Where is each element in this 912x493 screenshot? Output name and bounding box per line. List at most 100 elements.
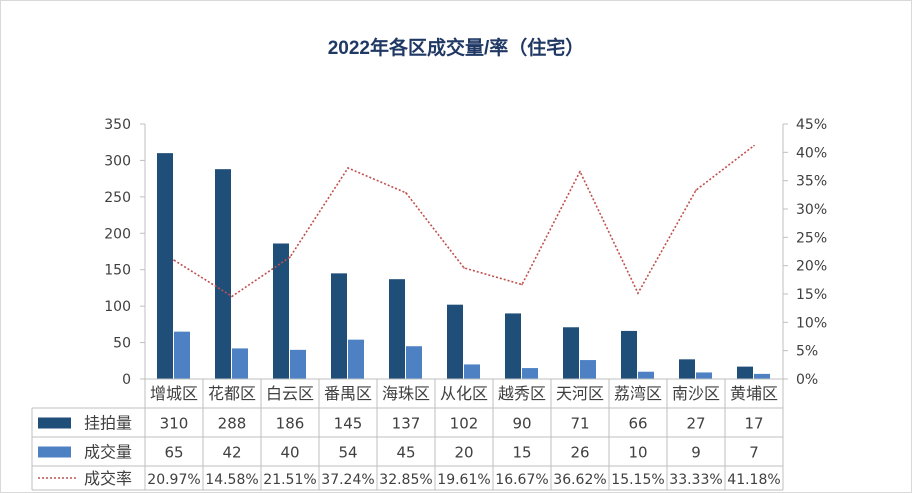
bar-deals — [522, 368, 538, 379]
bar-listings — [331, 273, 347, 379]
table-cell-value: 17 — [744, 415, 763, 433]
table-cell-value: 42 — [222, 444, 241, 462]
deal-rate-point — [173, 259, 175, 261]
deal-rate-point — [521, 283, 523, 286]
bar-listings — [447, 304, 463, 379]
table-cell-value: 90 — [512, 415, 531, 433]
bar-deals — [290, 349, 306, 379]
table-cell-value: 288 — [218, 415, 247, 433]
table-cell-value: 310 — [160, 415, 189, 433]
left-axis-tick-label: 150 — [104, 263, 131, 279]
category-label: 黄埔区 — [730, 384, 778, 403]
legend-key-0 — [38, 417, 71, 429]
bar-deals — [754, 373, 770, 379]
legend-key-1 — [38, 446, 71, 458]
bar-deals — [406, 346, 422, 379]
right-axis-tick-label: 25% — [796, 230, 827, 246]
left-axis-tick-label: 0 — [122, 372, 131, 388]
table-cell-value: 65 — [164, 444, 183, 462]
series-name: 成交率 — [84, 469, 132, 488]
bar-deals — [232, 348, 248, 379]
category-label: 海珠区 — [382, 384, 430, 403]
series-name: 挂拍量 — [84, 414, 132, 433]
table-cell-value: 15 — [512, 444, 531, 462]
right-axis-tick-label: 35% — [796, 174, 827, 190]
table-cell-value: 21.51% — [263, 472, 316, 488]
table-cell-value: 66 — [628, 415, 647, 433]
table-cell-value: 54 — [338, 444, 357, 462]
right-axis-tick-label: 0% — [796, 372, 818, 388]
category-label: 天河区 — [556, 384, 604, 403]
table-cell-value: 16.67% — [495, 472, 548, 488]
left-axis-tick-label: 300 — [104, 153, 131, 169]
table-cell-value: 32.85% — [379, 472, 432, 488]
table-cell-value: 137 — [392, 415, 421, 433]
table-cell-value: 102 — [450, 415, 479, 433]
bar-listings — [505, 313, 521, 379]
table-cell-value: 14.58% — [205, 472, 258, 488]
table-cell-value: 7 — [749, 444, 759, 462]
bar-listings — [563, 327, 579, 379]
table-cell-value: 186 — [276, 415, 305, 433]
deal-rate-point — [231, 295, 233, 298]
left-axis-tick-label: 100 — [104, 299, 131, 315]
series-name: 成交量 — [84, 443, 132, 462]
table-cell-value: 20 — [454, 444, 473, 462]
table-cell-value: 36.62% — [553, 472, 606, 488]
deal-rate-point — [637, 292, 639, 294]
deal-rate-point — [289, 256, 291, 258]
category-label: 越秀区 — [498, 384, 546, 403]
deal-rate-point — [695, 189, 697, 191]
bar-listings — [679, 359, 695, 379]
left-axis-tick-label: 200 — [104, 226, 131, 242]
table-cell-value: 19.61% — [437, 472, 490, 488]
category-label: 花都区 — [208, 384, 256, 403]
bar-listings — [157, 153, 173, 379]
left-axis-tick-label: 350 — [104, 117, 131, 133]
table-cell-value: 40 — [280, 444, 299, 462]
category-label: 白云区 — [266, 384, 314, 403]
deal-rate-point — [753, 144, 755, 147]
right-axis-tick-label: 5% — [796, 344, 818, 360]
bar-listings — [389, 279, 405, 379]
left-axis-tick-label: 250 — [104, 190, 131, 206]
bar-deals — [348, 339, 364, 379]
table-cell-value: 41.18% — [727, 472, 780, 488]
table-cell-value: 9 — [691, 444, 701, 462]
table-cell-value: 145 — [334, 415, 363, 433]
bar-deals — [696, 372, 712, 379]
right-axis-tick-label: 15% — [796, 287, 827, 303]
deal-rate-line — [173, 145, 755, 298]
category-label: 增城区 — [150, 384, 198, 403]
bar-listings — [621, 330, 637, 379]
table-cell-value: 27 — [686, 415, 705, 433]
category-label: 番禺区 — [324, 384, 372, 403]
left-axis-tick-label: 50 — [113, 336, 131, 352]
right-axis-tick-label: 30% — [796, 202, 827, 218]
table-cell-value: 15.15% — [611, 472, 664, 488]
right-axis-tick-label: 10% — [796, 315, 827, 331]
bar-deals — [464, 364, 480, 379]
bar-listings — [215, 169, 231, 379]
deal-rate-point — [463, 267, 465, 269]
chart-title: 2022年各区成交量/率（住宅） — [327, 38, 585, 59]
category-label: 荔湾区 — [614, 384, 662, 403]
table-cell-value: 20.97% — [147, 472, 200, 488]
bar-deals — [638, 371, 654, 379]
right-axis-tick-label: 45% — [796, 117, 827, 133]
deal-rate-point — [579, 170, 581, 173]
deal-rate-point — [347, 167, 349, 169]
category-label: 从化区 — [440, 384, 488, 403]
table-cell-value: 37.24% — [321, 472, 374, 488]
category-label: 南沙区 — [672, 384, 720, 403]
table-cell-value: 71 — [570, 415, 589, 433]
bar-listings — [273, 243, 289, 379]
bar-deals — [174, 331, 190, 379]
table-cell-value: 33.33% — [669, 472, 722, 488]
bar-listings — [737, 366, 753, 379]
right-axis-tick-label: 40% — [796, 145, 827, 161]
table-cell-value: 26 — [570, 444, 589, 462]
bar-deals — [580, 360, 596, 379]
